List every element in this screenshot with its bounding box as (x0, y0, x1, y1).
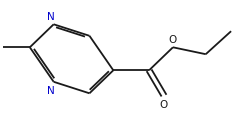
Text: N: N (47, 85, 55, 95)
Text: N: N (47, 12, 55, 22)
Text: O: O (160, 99, 168, 109)
Text: O: O (169, 35, 177, 45)
